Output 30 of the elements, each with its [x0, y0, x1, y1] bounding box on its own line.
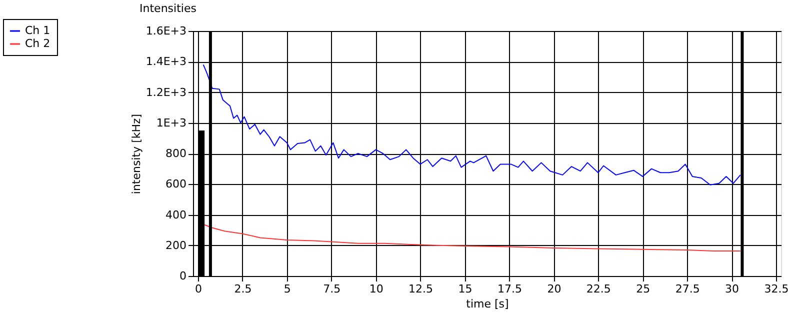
legend-label: Ch 1	[25, 24, 50, 37]
x-axis-title: time [s]	[466, 298, 509, 310]
y-tick-label: 400	[166, 208, 186, 222]
y-tick-label: 600	[166, 178, 186, 191]
x-tick-label: 7.5	[323, 282, 341, 296]
x-tick-label: 12.5	[408, 282, 434, 296]
x-tick-label: 22.5	[586, 282, 611, 296]
y-axis-title: intensity [kHz]	[130, 114, 143, 194]
x-tick-label: 27.5	[675, 282, 700, 296]
x-tick-label: 10	[369, 282, 384, 296]
y-tick-label: 800	[166, 147, 186, 160]
x-tick-label: 0	[195, 282, 202, 296]
y-tick-label: 200	[166, 238, 186, 252]
legend-label: Ch 2	[25, 37, 50, 50]
x-tick-label: 32.5	[764, 282, 789, 296]
x-tick-label: 25	[636, 282, 650, 296]
y-tick-label: 1.2E+3	[146, 86, 186, 99]
x-tick-label: 20	[547, 282, 562, 296]
x-tick-label: 17.5	[497, 282, 522, 296]
y-tick-label: 1E+3	[156, 116, 186, 130]
y-tick-label: 1.4E+3	[146, 55, 186, 68]
x-tick-label: 5	[284, 282, 291, 296]
line-series	[202, 64, 741, 186]
x-tick-label: 2.5	[234, 282, 252, 296]
y-tick-label: 1.6E+3	[146, 24, 186, 38]
line-series	[202, 224, 741, 252]
x-tick-label: 30	[725, 282, 740, 296]
y-tick-label: 0	[180, 270, 186, 282]
chart-title: Intensities	[140, 2, 197, 15]
x-tick-label: 15	[458, 282, 472, 296]
